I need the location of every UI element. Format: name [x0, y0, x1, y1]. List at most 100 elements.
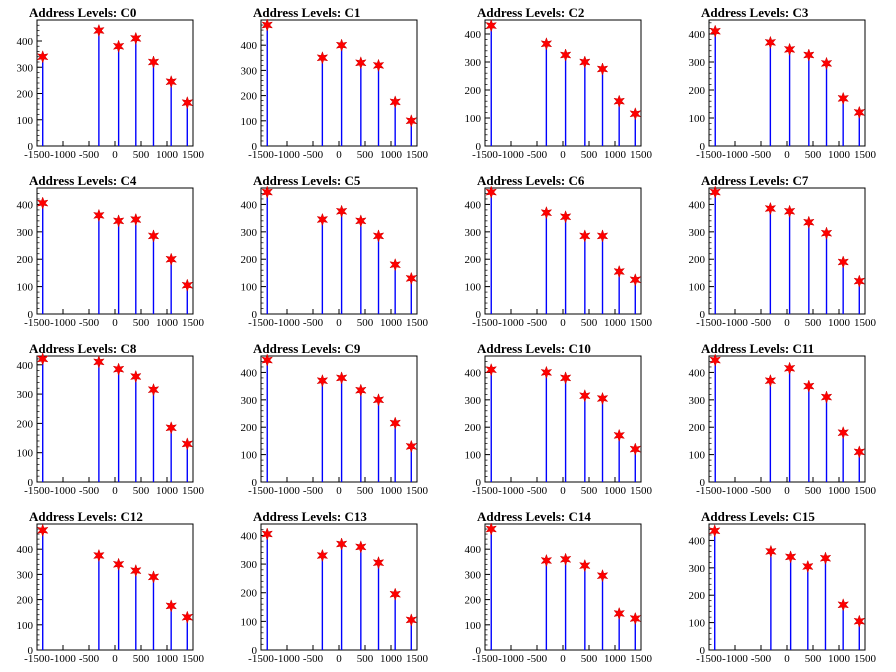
peak-marker: [485, 522, 498, 536]
x-tick-label: 1500: [182, 485, 205, 497]
y-tick-label: 100: [689, 113, 706, 125]
peak-marker: [709, 24, 722, 38]
x-tick-label: -1500: [248, 317, 274, 329]
y-tick-label: 200: [465, 595, 482, 607]
x-tick-label: -500: [527, 653, 548, 665]
peak-marker: [819, 551, 832, 565]
y-tick-label: 100: [241, 116, 258, 128]
plot-frame: [484, 523, 642, 651]
peak-marker: [372, 555, 385, 570]
x-tick-label: 1000: [380, 485, 403, 497]
chart-panel: Address Levels: C2 0 100 200 300 400 -1500 -100…: [465, 5, 653, 161]
plot-frame: [708, 19, 866, 147]
x-tick-label: -1500: [696, 317, 722, 329]
peak-marker: [389, 257, 402, 272]
x-tick-label: 0: [560, 149, 566, 161]
peak-marker: [335, 204, 348, 219]
peak-marker: [596, 568, 609, 583]
peak-marker: [36, 523, 49, 538]
peak-marker: [820, 226, 833, 240]
peak-marker: [802, 379, 815, 393]
plot-frame: [36, 187, 194, 315]
chart-panel: Address Levels: C4 0 100 200 300 400 -1500 -100…: [17, 173, 205, 329]
x-tick-label: 500: [357, 149, 374, 161]
x-tick-label: 1500: [406, 485, 429, 497]
peak-marker: [147, 382, 160, 397]
peak-marker: [261, 353, 274, 367]
y-tick-label: 100: [689, 450, 706, 462]
peak-marker: [709, 353, 722, 367]
x-tick-label: -1000: [722, 485, 748, 497]
peak-marker: [629, 107, 642, 121]
x-tick-label: 0: [112, 653, 118, 665]
x-tick-label: 1000: [828, 317, 851, 329]
x-tick-label: -500: [303, 149, 324, 161]
peak-marker: [335, 537, 348, 551]
chart-title: Address Levels: C8: [29, 341, 137, 356]
y-tick-label: 0: [476, 141, 482, 153]
peak-marker: [316, 212, 329, 227]
chart-title: Address Levels: C0: [29, 5, 136, 20]
peak-marker: [559, 210, 572, 224]
x-tick-label: -1000: [722, 653, 748, 665]
y-tick-label: 400: [465, 29, 482, 41]
x-tick-label: 1000: [156, 317, 179, 329]
x-tick-label: -1000: [274, 317, 300, 329]
peak-marker: [485, 18, 498, 33]
x-tick-label: -1000: [498, 485, 524, 497]
peak-marker: [485, 362, 498, 377]
x-tick-label: 1000: [828, 485, 851, 497]
y-tick-label: 0: [476, 645, 482, 657]
x-tick-label: 1500: [182, 317, 205, 329]
chart-title: Address Levels: C3: [701, 5, 809, 20]
x-tick-label: 0: [560, 317, 566, 329]
x-tick-label: 1500: [630, 653, 653, 665]
y-tick-label: 0: [252, 141, 258, 153]
x-tick-label: 0: [784, 485, 790, 497]
y-tick-label: 200: [17, 89, 34, 101]
peak-marker: [112, 39, 125, 54]
x-tick-label: -500: [751, 653, 772, 665]
x-tick-label: -1000: [498, 653, 524, 665]
y-tick-label: 200: [689, 422, 706, 434]
y-tick-label: 300: [689, 563, 706, 575]
x-tick-label: 500: [357, 317, 374, 329]
chart-panel: Address Levels: C13 0 100 200 300 400 -1500 -10…: [241, 509, 429, 665]
x-tick-label: 1000: [828, 653, 851, 665]
peak-marker: [181, 95, 194, 110]
y-tick-label: 300: [241, 227, 258, 239]
y-tick-label: 200: [17, 595, 34, 607]
x-tick-label: 1500: [854, 653, 877, 665]
y-tick-label: 0: [28, 309, 34, 321]
peak-marker: [147, 55, 160, 69]
plot-frame: [708, 355, 866, 483]
peak-marker: [93, 23, 105, 38]
y-tick-label: 400: [689, 29, 706, 41]
y-tick-label: 0: [252, 477, 258, 489]
peak-marker: [559, 48, 572, 62]
x-tick-label: -1000: [274, 653, 300, 665]
chart-panel: Address Levels: C11 0 100 200 300 400 -1500 -10…: [689, 341, 877, 497]
x-tick-label: 0: [336, 653, 342, 665]
peak-marker: [578, 229, 591, 243]
y-tick-label: 100: [17, 115, 34, 127]
y-tick-label: 300: [465, 227, 482, 239]
chart-title: Address Levels: C15: [701, 509, 815, 524]
peak-marker: [764, 373, 777, 388]
y-tick-label: 400: [241, 199, 258, 211]
x-tick-label: 1500: [406, 149, 429, 161]
peak-marker: [837, 425, 850, 440]
x-tick-label: 500: [357, 485, 374, 497]
x-tick-label: -1000: [50, 149, 76, 161]
peak-marker: [147, 570, 160, 584]
x-tick-label: -1500: [248, 149, 274, 161]
y-tick-label: 0: [252, 645, 258, 657]
peak-marker: [36, 352, 49, 366]
peak-marker: [485, 185, 498, 199]
x-tick-label: 0: [336, 485, 342, 497]
peak-marker: [613, 264, 626, 279]
y-tick-label: 100: [465, 450, 482, 462]
x-tick-label: 1500: [854, 317, 877, 329]
chart-panel: Address Levels: C5 0 100 200 300 400 -1500 -100…: [241, 173, 429, 329]
peak-marker: [783, 204, 796, 219]
